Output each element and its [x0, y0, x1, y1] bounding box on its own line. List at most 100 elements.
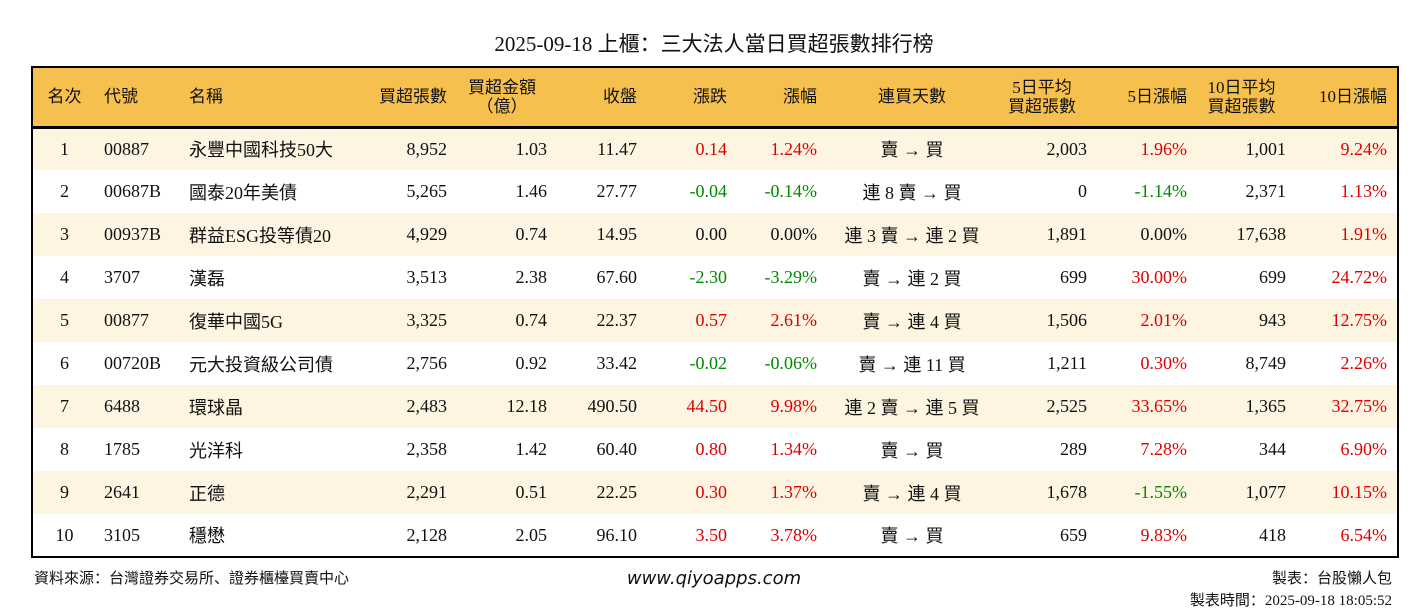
- header-net-buy-amount: 買超金額 （億）: [468, 77, 536, 116]
- cell-change: 0.14: [695, 138, 728, 159]
- cell-change: 0.00: [695, 224, 728, 244]
- cell-rank: 9: [60, 482, 69, 502]
- cell-net-buy-amount: 1.42: [515, 439, 548, 459]
- cell-rank: 8: [60, 439, 69, 459]
- cell-pct10: 32.75%: [1331, 396, 1388, 416]
- table-row: 9 2641 正德 2,291 0.51 22.25 0.30 1.37% 賣 → 連 4 買 1…: [32, 471, 1398, 514]
- cell-change: 0.80: [695, 439, 728, 459]
- cell-avg10-lots: 2,371: [1245, 181, 1287, 201]
- cell-name: 環球晶: [189, 397, 243, 418]
- cell-pct10: 9.24%: [1340, 138, 1388, 159]
- page-title: 2025-09-18 上櫃：三大法人當日買超張數排行榜: [494, 32, 934, 56]
- cell-code: 1785: [104, 439, 140, 459]
- table-row: 2 00687B 國泰20年美債 5,265 1.46 27.77 -0.04 -0.14% 連…: [32, 170, 1398, 213]
- cell-pct10: 24.72%: [1331, 267, 1388, 287]
- header-net-buy-lots: 買超張數: [379, 87, 447, 107]
- table-row: 8 1785 光洋科 2,358 1.42 60.40 0.80 1.34% 賣 → 買 289 7…: [32, 428, 1398, 471]
- cell-code: 2641: [104, 482, 140, 502]
- cell-avg5-lots: 1,211: [1047, 353, 1087, 373]
- cell-close: 14.95: [596, 224, 638, 244]
- cell-avg5-lots: 0: [1078, 181, 1087, 201]
- cell-change-pct: -0.06%: [764, 353, 818, 373]
- cell-avg10-lots: 1,365: [1245, 396, 1287, 416]
- cell-pct10: 1.91%: [1340, 224, 1388, 244]
- cell-avg10-lots: 344: [1259, 439, 1286, 459]
- cell-change: 3.50: [695, 524, 728, 545]
- cell-net-buy-lots: 3,513: [406, 267, 448, 287]
- table-row: 1 00887 永豐中國科技50大 8,952 1.03 11.47 0.14 1.24% 賣 …: [32, 127, 1398, 170]
- table-row: 10 3105 穩懋 2,128 2.05 96.10 3.50 3.78% 賣 → 買 659 9…: [32, 514, 1398, 557]
- header-name: 名稱: [189, 87, 223, 107]
- cell-net-buy-lots: 3,325: [406, 310, 448, 330]
- cell-change-pct: 9.98%: [770, 396, 818, 416]
- cell-change-pct: 0.00%: [770, 224, 818, 244]
- header-avg10-lots: 10日平均 買超張數: [1207, 77, 1276, 116]
- cell-avg10-lots: 8,749: [1245, 353, 1287, 373]
- cell-code: 6488: [104, 396, 140, 416]
- header-change-pct: 漲幅: [783, 87, 817, 107]
- cell-name: 光洋科: [189, 440, 243, 461]
- cell-change-pct: 1.34%: [770, 439, 818, 459]
- cell-close: 22.25: [596, 482, 638, 502]
- cell-streak: 賣 → 買: [880, 140, 944, 161]
- cell-avg5-lots: 2,003: [1046, 138, 1088, 159]
- cell-net-buy-amount: 0.74: [515, 310, 548, 330]
- cell-streak: 連 3 賣 → 連 2 買: [844, 225, 980, 246]
- cell-avg10-lots: 1,001: [1245, 138, 1287, 159]
- cell-streak: 賣 → 連 4 買: [862, 483, 962, 504]
- cell-pct5: -1.55%: [1134, 482, 1188, 502]
- cell-name: 群益ESG投等債20: [189, 225, 332, 246]
- cell-net-buy-amount: 2.38: [515, 267, 548, 287]
- cell-net-buy-amount: 0.74: [515, 224, 548, 244]
- cell-rank: 4: [60, 267, 69, 287]
- cell-net-buy-lots: 2,358: [406, 439, 448, 459]
- cell-net-buy-lots: 5,265: [406, 181, 448, 201]
- cell-net-buy-lots: 8,952: [406, 138, 448, 159]
- cell-close: 33.42: [596, 353, 638, 373]
- cell-code: 00877: [104, 310, 149, 330]
- cell-rank: 5: [60, 310, 69, 330]
- cell-name: 永豐中國科技50大: [189, 140, 333, 161]
- cell-pct10: 1.13%: [1340, 181, 1388, 201]
- cell-close: 96.10: [596, 524, 638, 545]
- cell-pct5: 7.28%: [1140, 439, 1188, 459]
- cell-streak: 賣 → 連 4 買: [862, 311, 962, 332]
- cell-avg5-lots: 1,678: [1046, 482, 1088, 502]
- cell-rank: 1: [60, 138, 69, 159]
- website-link[interactable]: www.qiyoapps.com: [626, 568, 802, 589]
- cell-pct5: 2.01%: [1140, 310, 1188, 330]
- cell-change: 44.50: [686, 396, 728, 416]
- cell-avg10-lots: 1,077: [1245, 482, 1287, 502]
- cell-net-buy-amount: 2.05: [515, 524, 548, 545]
- cell-name: 正德: [189, 483, 225, 504]
- cell-avg5-lots: 1,891: [1046, 224, 1088, 244]
- cell-net-buy-lots: 4,929: [406, 224, 448, 244]
- cell-streak: 賣 → 連 2 買: [862, 268, 962, 289]
- cell-code: 00937B: [104, 224, 162, 244]
- data-source: 資料來源：台灣證券交易所、證券櫃檯買賣中心: [34, 571, 350, 587]
- cell-close: 67.60: [596, 267, 638, 287]
- cell-pct10: 6.90%: [1340, 439, 1388, 459]
- cell-change-pct: 2.61%: [770, 310, 818, 330]
- header-code: 代號: [104, 87, 138, 107]
- header-close: 收盤: [603, 87, 637, 107]
- ranking-table: 名次 代號 名稱 買超張數 買超金額 （億） 收盤 漲跌 漲幅 連買天數 5日平均 買超張數 5日漲…: [31, 66, 1399, 558]
- cell-net-buy-lots: 2,128: [406, 524, 448, 545]
- header-avg5-lots: 5日平均 買超張數: [1008, 77, 1076, 116]
- cell-name: 元大投資級公司債: [189, 354, 333, 375]
- cell-rank: 3: [60, 224, 69, 244]
- cell-change-pct: -0.14%: [764, 181, 818, 201]
- cell-close: 27.77: [596, 181, 638, 201]
- cell-streak: 賣 → 買: [880, 440, 944, 461]
- cell-change: -0.04: [689, 181, 728, 201]
- cell-rank: 7: [60, 396, 69, 416]
- cell-net-buy-amount: 0.51: [515, 482, 548, 502]
- cell-avg5-lots: 699: [1060, 267, 1087, 287]
- cell-change-pct: 1.24%: [770, 138, 818, 159]
- cell-pct10: 6.54%: [1340, 524, 1388, 545]
- cell-close: 22.37: [596, 310, 638, 330]
- generated-time: 製表時間：2025-09-18 18:05:52: [1189, 593, 1392, 609]
- cell-code: 00887: [104, 138, 149, 159]
- cell-avg5-lots: 2,525: [1046, 396, 1088, 416]
- cell-name: 漢磊: [189, 268, 225, 289]
